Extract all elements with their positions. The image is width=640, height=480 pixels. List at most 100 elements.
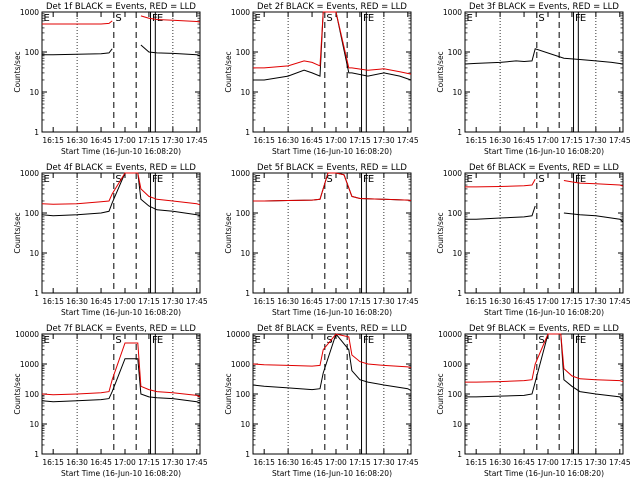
event-marker-label: E [157, 335, 163, 346]
panel-det-5: Det 5f BLACK = Events, RED = LLD 1 10 100 10… [224, 163, 419, 317]
lld-series-line [41, 342, 201, 398]
y-tick-label: 100 [236, 48, 251, 57]
x-tick-label: 17:45 [397, 458, 419, 467]
panel-det-4: Det 4f BLACK = Events, RED = LLD 1 10 100 10… [13, 163, 208, 317]
plot-frame [252, 333, 412, 455]
x-tick-label: 17:45 [186, 297, 208, 306]
x-tick-label: 17:45 [609, 458, 631, 467]
x-tick-label: 16:45 [513, 297, 535, 306]
event-marker-label: E [467, 13, 473, 24]
x-tick-label: 17:45 [397, 136, 419, 145]
x-tick-label: 17:30 [162, 458, 184, 467]
events-series-line [41, 358, 201, 404]
x-tick-label: 17:00 [114, 458, 136, 467]
x-tick-label: 17:00 [537, 136, 559, 145]
y-tick-label: 1000 [231, 8, 250, 17]
x-tick-label: 17:00 [537, 297, 559, 306]
x-tick-label: 16:15 [253, 458, 275, 467]
event-marker-label: E [44, 13, 50, 24]
y-tick-label: 1 [34, 450, 39, 459]
x-tick-label: 16:45 [301, 297, 323, 306]
y-tick-label: 100 [448, 48, 463, 57]
y-axis-label: Counts/sec [13, 51, 22, 92]
x-tick-label: 17:00 [325, 297, 347, 306]
y-tick-label: 10 [29, 420, 39, 429]
x-tick-label: 17:15 [561, 458, 583, 467]
x-tick-label: 16:15 [42, 297, 64, 306]
x-tick-label: 16:45 [90, 297, 112, 306]
y-axis-label: Counts/sec [436, 373, 445, 414]
y-tick-label: 10000 [438, 330, 462, 339]
x-tick-label: 17:30 [373, 458, 395, 467]
y-tick-label: 1 [457, 128, 462, 137]
x-tick-label: 16:30 [277, 458, 299, 467]
y-tick-label: 100 [236, 209, 251, 218]
y-tick-label: 10 [29, 249, 39, 258]
x-tick-label: 16:45 [301, 458, 323, 467]
panel-title: Det 2f BLACK = Events, RED = LLD [257, 2, 407, 12]
x-tick-label: 17:30 [162, 297, 184, 306]
x-tick-label: 17:15 [138, 136, 160, 145]
y-tick-label: 10 [452, 420, 462, 429]
event-marker-label: E [368, 335, 374, 346]
panel-det-2: Det 2f BLACK = Events, RED = LLD 1 10 100 10… [224, 2, 419, 156]
y-tick-label: 100 [448, 209, 463, 218]
x-axis-label: Start Time (16-Jun-10 16:08:20) [61, 469, 181, 478]
x-tick-label: 16:30 [489, 458, 511, 467]
x-tick-label: 16:30 [66, 297, 88, 306]
panel-title: Det 9f BLACK = Events, RED = LLD [469, 324, 619, 334]
panel-title: Det 1f BLACK = Events, RED = LLD [46, 2, 196, 12]
panel-det-8: Det 8f BLACK = Events, RED = LLD 1 10 100 10… [224, 324, 419, 478]
event-marker-label: S [326, 13, 332, 24]
y-tick-label: 1 [245, 128, 250, 137]
x-tick-label: 16:15 [465, 136, 487, 145]
x-tick-label: 17:30 [373, 136, 395, 145]
y-tick-label: 1000 [20, 169, 39, 178]
y-tick-label: 10 [29, 88, 39, 97]
y-tick-label: 1000 [20, 360, 39, 369]
x-axis-label: Start Time (16-Jun-10 16:08:20) [484, 308, 604, 317]
x-tick-label: 16:15 [253, 136, 275, 145]
y-tick-label: 10000 [15, 330, 39, 339]
event-marker-label: E [255, 335, 261, 346]
x-tick-label: 16:30 [66, 458, 88, 467]
panel-title: Det 8f BLACK = Events, RED = LLD [257, 324, 407, 334]
event-marker-label: E [255, 13, 261, 24]
x-tick-label: 17:15 [138, 458, 160, 467]
y-tick-label: 100 [448, 390, 463, 399]
y-tick-label: 1 [245, 450, 250, 459]
y-tick-label: 1 [34, 128, 39, 137]
x-tick-label: 17:30 [162, 136, 184, 145]
lld-series-line [42, 15, 201, 25]
event-marker-label: E [44, 174, 50, 185]
events-series-line [464, 48, 624, 65]
y-axis-label: Counts/sec [436, 212, 445, 253]
y-tick-label: 100 [236, 390, 251, 399]
x-tick-label: 17:15 [349, 458, 371, 467]
x-tick-label: 17:30 [585, 136, 607, 145]
x-tick-label: 16:45 [513, 136, 535, 145]
event-marker-label: E [580, 174, 586, 185]
y-tick-label: 100 [25, 48, 40, 57]
x-tick-label: 17:45 [186, 136, 208, 145]
event-marker-label: S [326, 335, 332, 346]
x-axis-label: Start Time (16-Jun-10 16:08:20) [61, 147, 181, 156]
x-tick-label: 17:00 [537, 458, 559, 467]
y-axis-label: Counts/sec [13, 212, 22, 253]
x-tick-label: 17:15 [138, 297, 160, 306]
panel-title: Det 7f BLACK = Events, RED = LLD [46, 324, 196, 334]
event-marker-label: E [157, 174, 163, 185]
y-axis-label: Counts/sec [224, 212, 233, 253]
event-marker-label: E [255, 174, 261, 185]
panel-det-1: Det 1f BLACK = Events, RED = LLD 1 10 100 10… [13, 2, 208, 156]
y-tick-label: 10 [240, 88, 250, 97]
event-marker-label: E [580, 335, 586, 346]
plot-frame [252, 11, 412, 133]
plot-frame [464, 11, 624, 133]
x-tick-label: 17:00 [114, 297, 136, 306]
x-tick-label: 16:45 [301, 136, 323, 145]
x-tick-label: 16:15 [465, 458, 487, 467]
x-axis-label: Start Time (16-Jun-10 16:08:20) [272, 469, 392, 478]
x-tick-label: 17:30 [585, 458, 607, 467]
